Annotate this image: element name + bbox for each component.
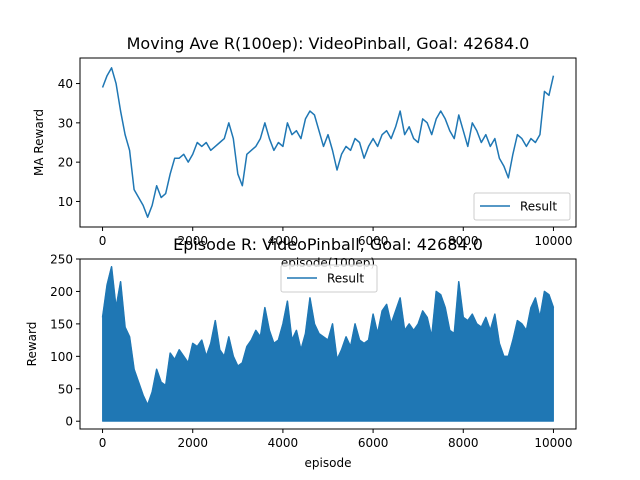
ma-y-axis-label: MA Reward	[32, 109, 46, 176]
ma-x-tick-label: 2000	[177, 234, 208, 248]
ep-y-axis-label: Reward	[25, 322, 39, 367]
ma-y-tick-label: 40	[58, 77, 73, 91]
ep-y-tick-label: 0	[65, 415, 73, 429]
ep-y-tick-label: 250	[50, 253, 73, 267]
ep-x-tick-label: 2000	[177, 436, 208, 450]
ep-axes-frame	[79, 258, 577, 430]
ep-x-axis-label: episode	[305, 456, 352, 470]
ep-x-tick-label: 0	[99, 436, 107, 450]
ma-y-tick-label: 20	[58, 156, 73, 170]
episode-reward-chart: 0 2000 4000 6000 8000 10000 0 50 100 150 200 250 e…	[25, 235, 577, 470]
ma-x-tick-label: 8000	[448, 234, 479, 248]
ep-legend: Result	[280, 264, 378, 293]
ma-legend-label: Result	[520, 200, 557, 214]
ep-chart-title: Episode R: VideoPinball, Goal: 42684.0	[173, 235, 483, 254]
ep-y-tick-label: 100	[50, 350, 73, 364]
ma-x-ticks: 0 2000 4000 6000 8000 10000	[99, 227, 573, 248]
ep-y-tick-label: 50	[58, 382, 73, 396]
ma-plot-area	[101, 67, 555, 218]
ep-x-ticks: 0 2000 4000 6000 8000 10000	[99, 429, 573, 450]
ma-x-tick-label: 6000	[358, 234, 389, 248]
ma-x-tick-label: 4000	[268, 234, 299, 248]
ep-x-tick-label: 6000	[358, 436, 389, 450]
ep-y-ticks: 0 50 100 150 200 250	[50, 253, 80, 429]
ep-x-tick-label: 8000	[448, 436, 479, 450]
ep-x-tick-label: 4000	[268, 436, 299, 450]
ma-x-tick-label: 0	[99, 234, 107, 248]
ep-legend-label: Result	[327, 272, 364, 286]
ep-x-tick-label: 10000	[534, 436, 572, 450]
ma-series-0-line	[101, 67, 555, 218]
ma-y-ticks: 10 20 30 40	[58, 77, 80, 209]
ma-y-tick-label: 30	[58, 116, 73, 130]
ma-axes-frame	[79, 57, 577, 228]
ep-plot-area	[101, 266, 555, 422]
ep-y-tick-label: 200	[50, 285, 73, 299]
ep-series-0-line	[101, 266, 555, 406]
ep-legend-box	[280, 264, 378, 293]
ma-chart-title: Moving Ave R(100ep): VideoPinball, Goal:…	[127, 34, 530, 53]
ma-legend: Result	[473, 192, 571, 221]
ep-y-tick-label: 150	[50, 317, 73, 331]
ma-x-tick-label: 10000	[534, 234, 572, 248]
ma-y-tick-label: 10	[58, 195, 73, 209]
ma-legend-box	[473, 192, 571, 221]
